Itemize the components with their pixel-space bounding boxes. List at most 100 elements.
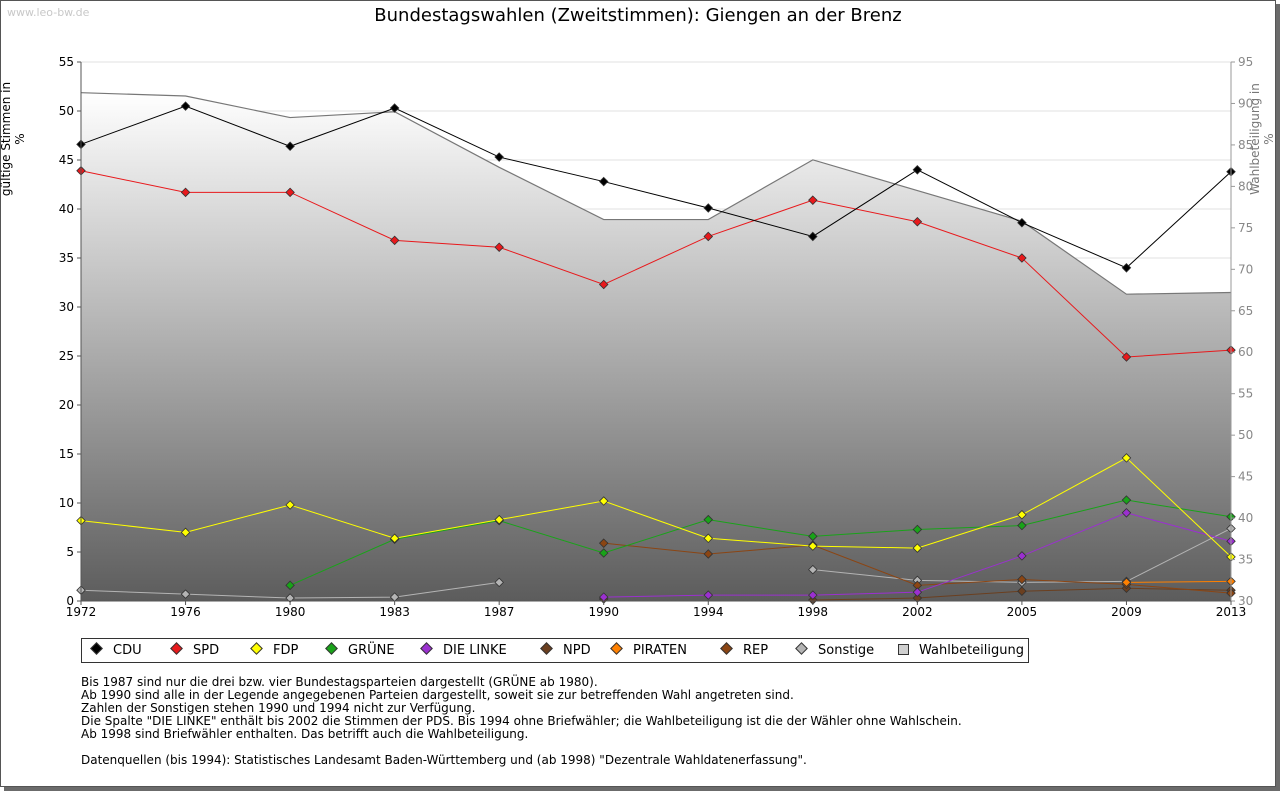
y2-tick-label: 95	[1238, 55, 1253, 69]
legend-item: SPD	[170, 642, 220, 658]
legend-swatch-diamond	[420, 642, 433, 655]
data-point-cdu	[703, 203, 714, 213]
data-point-fdp	[285, 500, 295, 510]
data-point-cdu	[389, 103, 400, 113]
data-point-gruene	[598, 548, 609, 558]
data-point-spd	[703, 231, 714, 242]
data-point-fdp	[703, 533, 714, 544]
legend-item: FDP	[250, 642, 299, 658]
legend-label: GRÜNE	[348, 643, 395, 658]
y-tick-label: 30	[59, 300, 74, 314]
y-tick-label: 0	[66, 594, 74, 608]
x-tick-label: 1994	[693, 605, 724, 619]
note-line: Die Spalte "DIE LINKE" enthält bis 2002 …	[81, 714, 962, 728]
legend-label: Wahlbeteiligung	[919, 643, 1025, 658]
y-tick-label: 20	[59, 398, 74, 412]
y2-tick-label: 75	[1238, 221, 1253, 235]
legend-item: REP	[720, 642, 768, 658]
y2-tick-label: 50	[1238, 428, 1253, 442]
y2-tick-label: 70	[1238, 262, 1253, 276]
data-point-cdu	[285, 141, 295, 152]
data-point-sonstige	[180, 589, 191, 599]
x-tick-label: 1976	[170, 605, 201, 619]
y2-tick-label: 85	[1238, 138, 1253, 152]
data-point-cdu	[494, 152, 504, 162]
x-tick-label: 2005	[1007, 605, 1038, 619]
data-point-cdu	[1121, 263, 1132, 273]
data-point-spd	[912, 216, 923, 227]
data-point-die-linke	[1017, 551, 1027, 561]
y-tick-label: 5	[66, 545, 74, 559]
data-point-cdu	[180, 101, 191, 111]
data-point-sonstige	[494, 577, 504, 588]
data-point-fdp	[598, 496, 609, 506]
y2-tick-label: 55	[1238, 387, 1253, 401]
note-line: Zahlen der Sonstigen stehen 1990 und 199…	[81, 701, 476, 715]
data-point-fdp	[180, 527, 191, 538]
x-tick-label: 1987	[484, 605, 515, 619]
y-tick-label: 40	[59, 202, 74, 216]
series-line-fdp	[80, 457, 1232, 558]
y-tick-label: 10	[59, 496, 74, 510]
legend-swatch-diamond	[170, 642, 183, 655]
data-point-fdp	[912, 543, 923, 553]
data-point-spd	[1017, 253, 1027, 263]
data-point-fdp	[1121, 453, 1132, 463]
data-point-cdu	[808, 231, 818, 242]
legend-item: DIE LINKE	[420, 642, 507, 658]
y-tick-label: 55	[59, 55, 74, 69]
legend-label: DIE LINKE	[443, 643, 507, 658]
data-point-npd	[1017, 586, 1027, 596]
data-point-rep	[598, 538, 609, 548]
y-tick-label: 15	[59, 447, 74, 461]
data-point-cdu	[1017, 217, 1027, 228]
data-point-fdp	[808, 541, 818, 551]
data-point-rep	[1017, 574, 1027, 585]
legend-swatch-diamond	[90, 642, 103, 655]
data-point-die-linke	[808, 590, 818, 600]
series-line-gruene	[289, 499, 1232, 586]
series-line-spd	[80, 170, 1232, 358]
legend-label: NPD	[563, 643, 591, 658]
y2-tick-label: 60	[1238, 345, 1253, 359]
data-point-rep	[703, 549, 714, 559]
x-tick-label: 1972	[66, 605, 97, 619]
x-tick-label: 1998	[798, 605, 829, 619]
y2-tick-label: 65	[1238, 304, 1253, 318]
legend-label: SPD	[193, 643, 220, 658]
legend-item: Wahlbeteiligung	[898, 643, 1024, 658]
y-tick-label: 50	[59, 104, 74, 118]
data-point-gruene	[808, 531, 818, 542]
x-tick-label: 1990	[588, 605, 619, 619]
notes: Bis 1987 sind nur die drei bzw. vier Bun…	[81, 676, 962, 741]
legend-item: Sonstige	[795, 642, 874, 658]
data-point-fdp	[494, 514, 504, 525]
series-line-piraten	[1126, 580, 1232, 583]
watermark: www.leo-bw.de	[7, 6, 90, 19]
legend-swatch-diamond	[325, 642, 338, 655]
legend-label: FDP	[273, 643, 299, 658]
legend-swatch-diamond	[720, 642, 733, 655]
legend-item: NPD	[540, 642, 591, 658]
note-line: Ab 1998 sind Briefwähler enthalten. Das …	[81, 727, 529, 741]
data-point-die-linke	[1121, 508, 1132, 518]
legend-swatch-diamond	[250, 642, 263, 655]
data-point-gruene	[1121, 495, 1132, 505]
turnout-area	[80, 92, 1232, 601]
y2-tick-label: 40	[1238, 511, 1253, 525]
data-point-die-linke	[912, 587, 923, 597]
data-point-gruene	[703, 514, 714, 525]
y2-tick-label: 80	[1238, 179, 1253, 193]
y2-tick-label: 90	[1238, 96, 1253, 110]
x-tick-label: 2002	[902, 605, 933, 619]
data-point-gruene	[1017, 520, 1027, 531]
data-point-piraten	[1121, 577, 1132, 588]
data-point-gruene	[912, 524, 923, 535]
data-point-cdu	[598, 176, 609, 187]
data-point-fdp	[389, 533, 400, 544]
data-point-spd	[598, 279, 609, 290]
legend-swatch-diamond	[795, 642, 808, 655]
data-point-spd	[389, 235, 400, 246]
legend: CDU SPD FDP GRÜNE DIE LINKE NPD PIRATEN REP Sons…	[81, 638, 1029, 663]
line-chart: 0 5 10 15 20 25 30 35 40 45 50 55 30 35 40 45 50 55 60 65 70…	[59, 55, 1254, 619]
